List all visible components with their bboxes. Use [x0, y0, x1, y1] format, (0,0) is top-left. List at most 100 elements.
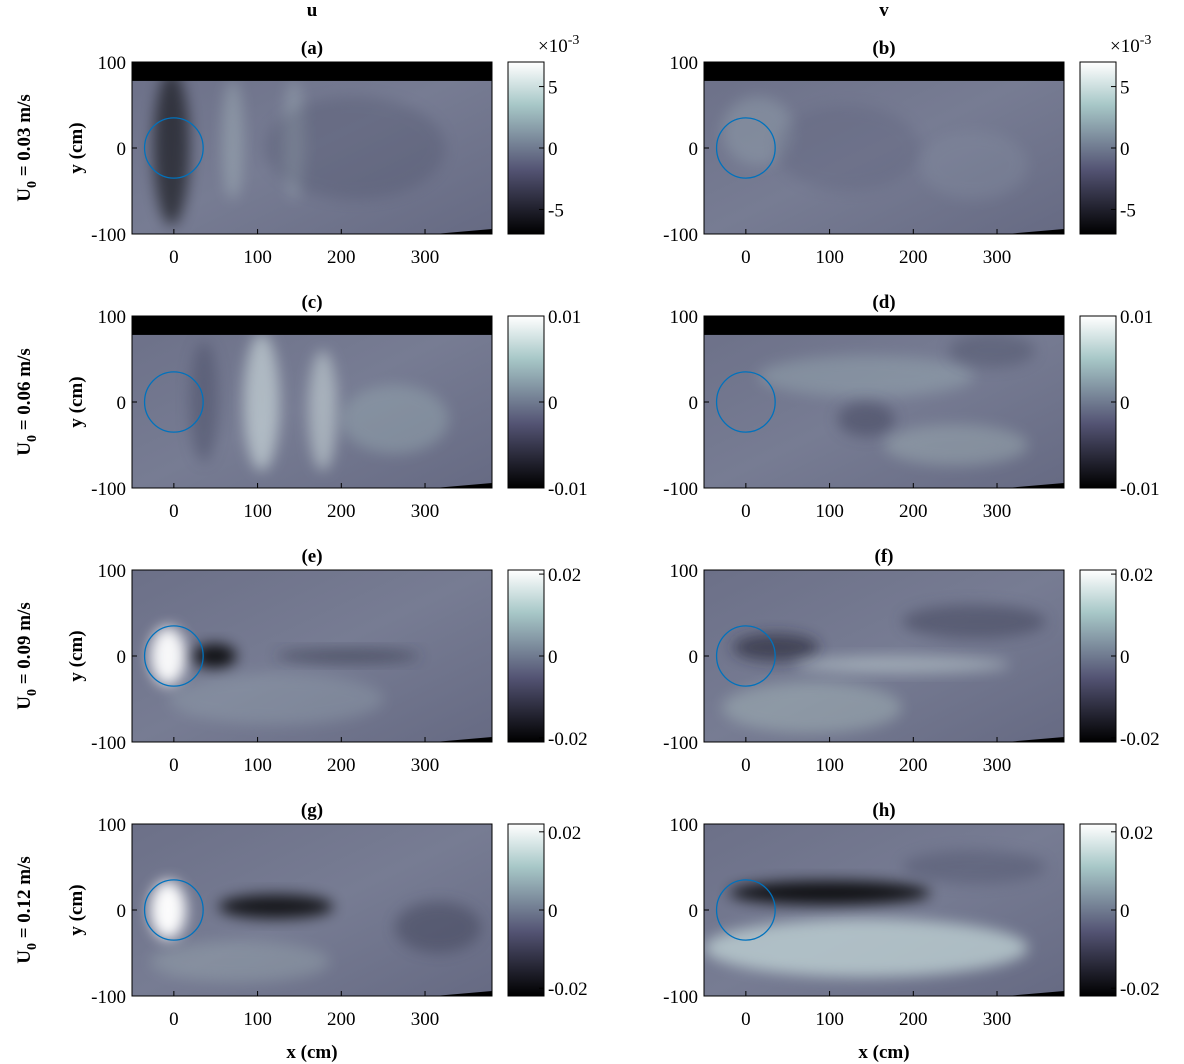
y-tick-label: 0 [117, 393, 127, 414]
colorbar [507, 823, 545, 997]
panel-title: (b) [872, 38, 895, 59]
y-tick-label: 0 [689, 393, 699, 414]
y-tick-label: 0 [689, 647, 699, 668]
field-feature [150, 626, 186, 686]
colorbar [1079, 823, 1117, 997]
row-label-symbol: U [14, 188, 35, 202]
mask-corner [1006, 991, 1064, 996]
multiplier-base: ×10 [1110, 36, 1140, 57]
field-feature [153, 70, 190, 226]
colorbar-tick-label: -0.02 [1120, 729, 1160, 750]
cylinder-outline [143, 371, 204, 433]
x-tick-label: 100 [815, 247, 844, 268]
column-title: v [879, 0, 889, 21]
row-label-subscript: 0 [25, 943, 40, 950]
field-feature [276, 649, 420, 663]
y-tick-label: -100 [91, 733, 126, 754]
x-tick-label: 0 [169, 501, 179, 522]
mask-corner [434, 483, 492, 488]
cylinder-outline [715, 625, 776, 687]
colorbar-multiplier: ×10-3 [538, 33, 579, 57]
y-axis-label: y (cm) [66, 376, 87, 427]
field-feature [794, 656, 1010, 674]
y-tick-label: 100 [670, 815, 699, 836]
cylinder-outline [143, 879, 204, 941]
x-tick-label: 100 [243, 247, 272, 268]
colorbar-tick-label: 0 [1120, 393, 1130, 414]
y-axis-label: y (cm) [66, 122, 87, 173]
y-tick-label: 100 [670, 561, 699, 582]
row-label-text: = 0.03 m/s [14, 94, 35, 181]
row-label: U0 = 0.12 m/s [14, 856, 40, 964]
y-tick-label: 0 [117, 647, 127, 668]
y-tick-label: -100 [91, 479, 126, 500]
field-feature [704, 918, 1028, 978]
colorbar [507, 569, 545, 743]
column-title: u [307, 0, 318, 21]
y-tick-label: 0 [117, 901, 127, 922]
y-tick-label: -100 [663, 479, 698, 500]
y-tick-label: 0 [689, 901, 699, 922]
panel-title: (f) [875, 546, 894, 567]
x-tick-label: 100 [243, 501, 272, 522]
field-feature [394, 901, 482, 953]
field-feature [884, 424, 1028, 466]
colorbar-tick-label: 0 [1120, 139, 1130, 160]
mask-corner [434, 229, 492, 234]
x-tick-label: 300 [411, 755, 440, 776]
field-feature [193, 643, 237, 669]
colorbar-tick-label: -0.02 [548, 729, 588, 750]
colorbar [1079, 569, 1117, 743]
x-tick-label: 100 [815, 755, 844, 776]
cylinder-outline [143, 625, 204, 687]
colorbar-tick-label: -5 [548, 200, 564, 221]
cylinder-outline [143, 117, 204, 179]
y-axis-label: y (cm) [66, 884, 87, 935]
row-label: U0 = 0.09 m/s [14, 602, 40, 710]
multiplier-exponent: -3 [568, 33, 580, 48]
x-tick-label: 300 [411, 1009, 440, 1030]
x-tick-label: 200 [327, 755, 356, 776]
field [704, 316, 1064, 488]
multiplier-base: ×10 [538, 36, 568, 57]
colorbar-tick-label: 0.02 [548, 823, 581, 844]
y-tick-label: -100 [663, 987, 698, 1008]
colorbar-tick-label: -0.01 [1120, 479, 1160, 500]
x-tick-label: 300 [983, 755, 1012, 776]
row-label-text: = 0.06 m/s [14, 348, 35, 435]
x-tick-label: 100 [815, 1009, 844, 1030]
field-feature [837, 402, 895, 437]
x-tick-label: 0 [741, 1009, 751, 1030]
x-tick-label: 0 [741, 501, 751, 522]
colorbar [507, 315, 545, 489]
colorbar-tick-label: -0.02 [548, 979, 588, 1000]
panel-title: (h) [872, 800, 895, 821]
colorbar-tick-label: -0.01 [548, 479, 588, 500]
mask-strip [132, 316, 492, 335]
field [132, 62, 492, 234]
y-tick-label: 100 [98, 815, 127, 836]
x-tick-label: 100 [243, 1009, 272, 1030]
colorbar-tick-label: 5 [1120, 78, 1130, 99]
colorbar-tick-label: 0 [548, 393, 558, 414]
panel-title: (a) [301, 38, 323, 59]
x-axis-label: x (cm) [858, 1042, 909, 1063]
row-label-subscript: 0 [25, 435, 40, 442]
x-tick-label: 0 [169, 247, 179, 268]
field-feature [150, 940, 330, 983]
colorbar-tick-label: 0.01 [548, 307, 581, 328]
colorbar-tick-label: 0 [548, 139, 558, 160]
x-tick-label: 100 [243, 755, 272, 776]
y-tick-label: 100 [670, 53, 699, 74]
panel-title: (g) [301, 800, 323, 821]
row-label-symbol: U [14, 442, 35, 456]
mask-corner [1006, 229, 1064, 234]
y-tick-label: 0 [117, 139, 127, 160]
y-tick-label: -100 [663, 225, 698, 246]
multiplier-exponent: -3 [1140, 33, 1152, 48]
panel-title: (d) [872, 292, 895, 313]
colorbar-tick-label: 0.01 [1120, 307, 1153, 328]
field [704, 824, 1064, 996]
x-tick-label: 200 [899, 247, 928, 268]
field [132, 824, 492, 996]
